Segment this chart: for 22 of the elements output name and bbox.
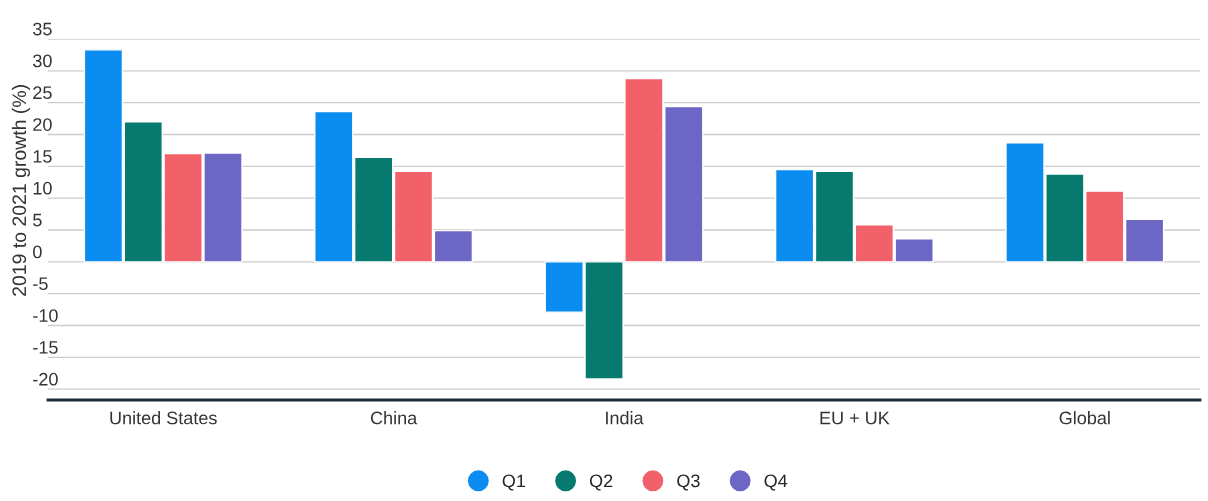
y-tick-label: 5 <box>33 213 42 227</box>
y-tick-label: 25 <box>33 86 52 100</box>
legend-label: Q2 <box>589 474 613 491</box>
y-tick-label: 20 <box>33 118 52 131</box>
y-tick-label: 35 <box>33 22 52 36</box>
x-tick-label: India <box>606 411 644 425</box>
y-tick-label: 0 <box>33 245 42 259</box>
y-tick-label: -5 <box>33 277 48 291</box>
y-tick-label: -20 <box>33 372 58 386</box>
y-tick-label: -10 <box>33 309 58 322</box>
y-tick-label: 15 <box>33 150 52 163</box>
y-axis-title: 2019 to 2021 growth (%) <box>11 85 30 296</box>
legend-label: Q4 <box>764 474 788 491</box>
x-tick-label: EU + UK <box>820 411 890 425</box>
x-tick-label: China <box>370 411 418 425</box>
legend-label: Q3 <box>677 474 700 491</box>
x-tick-label: United States <box>110 411 217 425</box>
y-tick-label: 30 <box>33 54 52 68</box>
x-tick-label: Global <box>1059 411 1110 425</box>
y-tick-label: -15 <box>33 341 58 354</box>
y-tick-label: 10 <box>33 181 52 195</box>
legend-label: Q1 <box>502 474 526 491</box>
